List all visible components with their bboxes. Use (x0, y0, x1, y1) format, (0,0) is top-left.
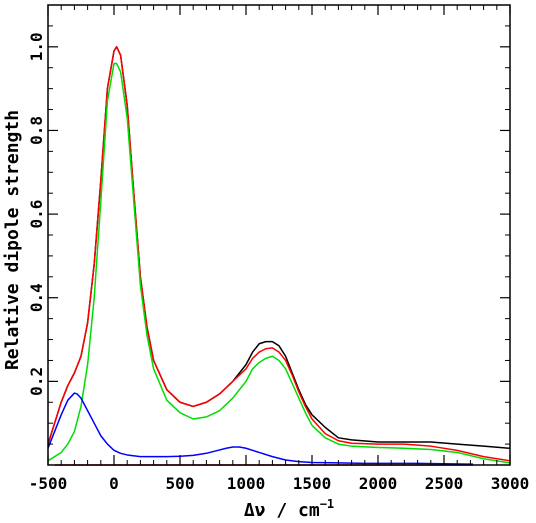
x-tick-label: 1000 (227, 474, 266, 493)
x-tick-label: 500 (166, 474, 195, 493)
y-tick-label: 0.8 (27, 116, 46, 145)
x-tick-label: 0 (109, 474, 119, 493)
y-tick-label: 0.4 (27, 283, 46, 312)
plot-frame (47, 4, 511, 466)
chart-ticks: -500 0 500 1000 1500 2000 2500 3000 0.2 0.4 0.6 0.8… (27, 4, 530, 493)
x-tick-label: 2500 (425, 474, 464, 493)
x-axis-label: Δν / cm−1 (244, 497, 334, 521)
series-green-line (47, 62, 511, 464)
x-tick-label: 3000 (491, 474, 530, 493)
x-tick-label: 1500 (293, 474, 332, 493)
x-axis-label-text: Δν / cm (244, 500, 320, 521)
series-black-line (47, 46, 511, 450)
x-tick-label: -500 (29, 474, 68, 493)
y-tick-label: 0.2 (27, 367, 46, 396)
y-tick-label: 0.6 (27, 200, 46, 229)
x-tick-label: 2000 (359, 474, 398, 493)
series-blue-line (47, 392, 474, 465)
series-red-line (47, 46, 511, 462)
x-axis-label-superscript: −1 (320, 497, 334, 511)
chart-marks (47, 46, 511, 466)
y-tick-label: 1.0 (27, 32, 46, 61)
y-axis-label: Relative dipole strength (2, 110, 23, 370)
